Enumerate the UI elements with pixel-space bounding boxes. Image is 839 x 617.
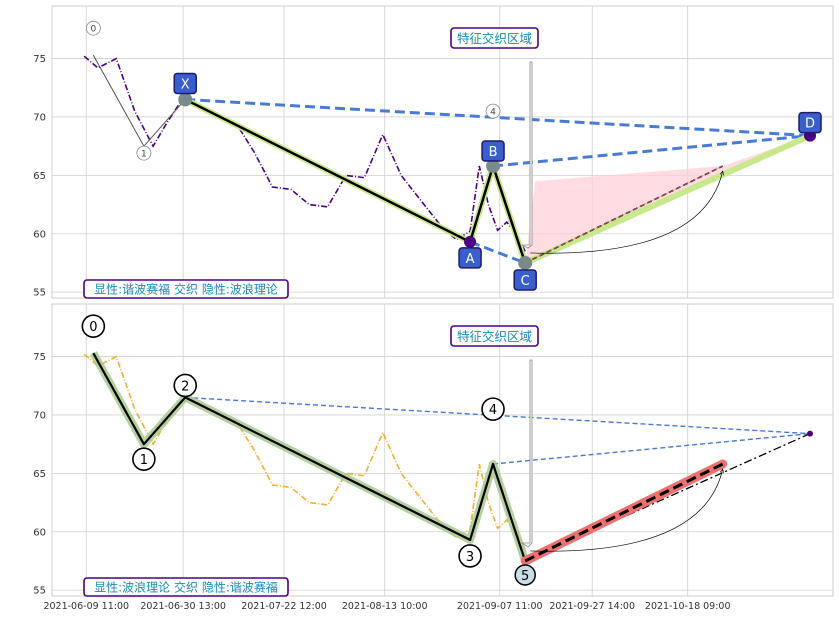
point-x-dot xyxy=(178,92,193,107)
projection-arc xyxy=(530,469,723,552)
wave-label-circle xyxy=(81,314,106,338)
point-b-dot xyxy=(486,159,501,174)
x-tick-label: 2021-09-07 11:00 xyxy=(457,601,543,612)
zone-title: 特征交织区域 xyxy=(457,31,532,46)
point-a-dot xyxy=(464,235,477,248)
wave-5-circle xyxy=(514,564,536,586)
pointer-arrow xyxy=(521,61,533,249)
point-label: C xyxy=(521,274,530,289)
wave-label: 4 xyxy=(490,108,496,118)
y-tick-label: 60 xyxy=(33,229,46,240)
wave-label-circle xyxy=(132,447,156,471)
y-tick-label: 70 xyxy=(33,410,46,421)
x-tick-label: 2021-08-13 10:00 xyxy=(342,601,428,612)
wave-line xyxy=(92,352,527,562)
pattern-leg xyxy=(184,98,471,244)
pattern-dash-line xyxy=(492,134,811,168)
pattern-leg-cd xyxy=(524,134,811,264)
y-tick-label: 75 xyxy=(33,352,46,363)
y-tick-label: 70 xyxy=(33,112,46,123)
zone-title-box xyxy=(450,27,539,49)
wave-label-circle xyxy=(173,373,198,398)
point-label: A xyxy=(466,252,475,267)
y-tick-label: 55 xyxy=(33,288,46,299)
point-label-box xyxy=(481,140,505,162)
point-label-box xyxy=(798,111,822,134)
point-label: B xyxy=(489,145,498,160)
wave-label-circle xyxy=(485,103,501,119)
point-label-box xyxy=(458,247,482,269)
legend-text: 显性:波浪理论 交织 隐性:谐波赛福 xyxy=(94,580,278,595)
point-label-box xyxy=(513,269,537,291)
wave-label-circle xyxy=(481,397,505,421)
x-tick-label: 2021-10-18 09:00 xyxy=(645,601,731,612)
legend-box xyxy=(83,279,289,299)
zone-title: 特征交织区域 xyxy=(457,329,532,344)
x-tick-label: 2021-09-27 14:00 xyxy=(549,601,635,612)
wave-label: 2 xyxy=(181,379,189,394)
pattern-leg xyxy=(491,165,527,264)
point-label: X xyxy=(181,77,190,92)
wave-label: 1 xyxy=(140,453,148,468)
projection-core xyxy=(525,165,723,264)
wave-label: 0 xyxy=(90,25,96,35)
pattern-end-dot xyxy=(807,430,814,437)
point-c-dot xyxy=(518,255,533,270)
point-label: D xyxy=(805,117,815,132)
x-tick-label: 2021-06-09 11:00 xyxy=(43,601,129,612)
wave-label-circle xyxy=(458,544,482,568)
plot-area xyxy=(51,5,834,299)
price-line xyxy=(83,55,526,252)
pointer-arrow xyxy=(520,359,533,548)
point-label-box xyxy=(173,72,197,95)
y-tick-label: 65 xyxy=(33,469,46,480)
wave-label: 0 xyxy=(89,320,97,335)
y-tick-label: 60 xyxy=(33,527,46,538)
wave-label: 1 xyxy=(141,150,147,160)
x-tick-label: 2021-07-22 12:00 xyxy=(241,601,327,612)
wave-label: 4 xyxy=(489,403,497,418)
y-tick-label: 75 xyxy=(33,54,46,65)
legend-box xyxy=(83,577,289,597)
wave-label: 3 xyxy=(466,550,474,565)
plot-area xyxy=(51,303,834,597)
y-tick-label: 55 xyxy=(33,586,46,597)
wave-label: 5 xyxy=(521,569,529,584)
projection-arc xyxy=(530,171,723,254)
pattern-dash-line xyxy=(492,432,811,465)
legend-text: 显性:谐波赛福 交织 隐性:波浪理论 xyxy=(94,282,278,297)
y-tick-label: 65 xyxy=(33,171,46,182)
wave-label-circle xyxy=(85,20,101,36)
pattern-dash-line xyxy=(469,240,526,265)
x-tick-label: 2021-06-30 13:00 xyxy=(140,601,226,612)
target-line xyxy=(524,462,724,563)
pattern-leg xyxy=(468,165,495,243)
wave-label-circle xyxy=(136,145,152,161)
zone-title-box xyxy=(450,325,539,347)
